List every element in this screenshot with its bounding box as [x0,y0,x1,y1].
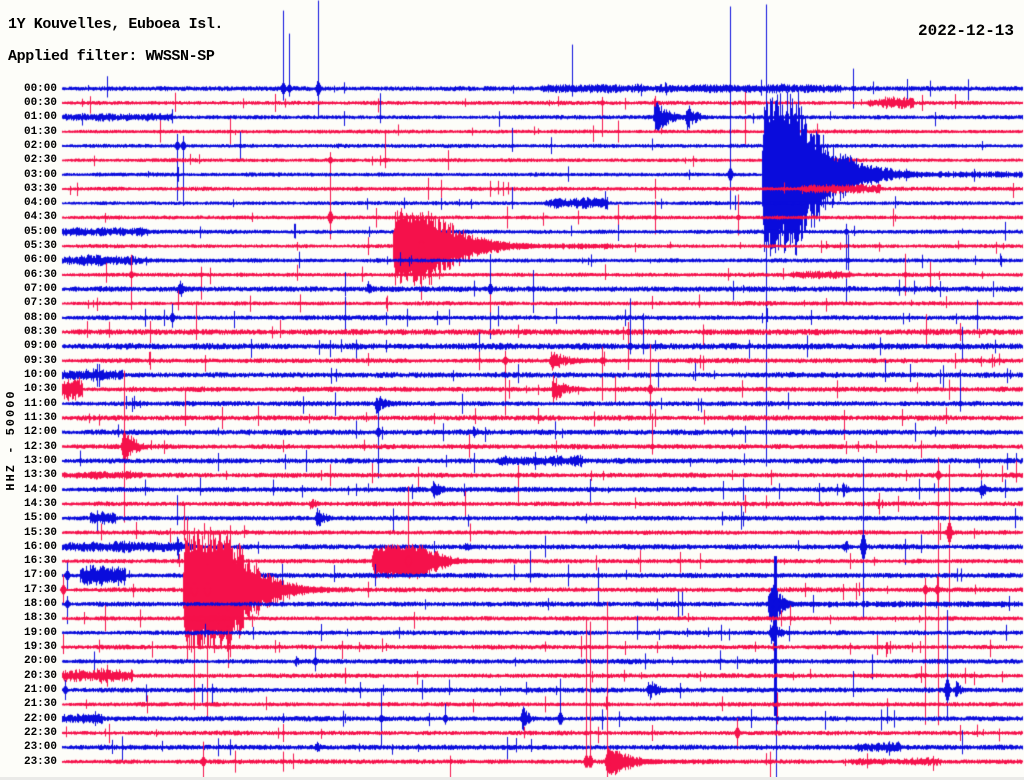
time-label: 02:00 [23,139,57,152]
time-label: 21:30 [23,698,57,711]
time-label: 01:00 [23,111,57,124]
time-label: 00:30 [23,96,57,109]
time-label: 02:30 [23,154,57,167]
time-label: 05:00 [23,225,57,238]
bottom-edge [0,777,1024,780]
time-label: 08:00 [23,311,57,324]
time-label: 14:00 [23,483,57,496]
time-label: 19:00 [23,626,57,639]
time-label: 07:30 [23,297,57,310]
time-label: 18:30 [23,612,57,625]
time-label: 13:00 [23,454,57,467]
time-label: 08:30 [23,326,57,339]
time-label: 12:00 [23,426,57,439]
time-label: 06:30 [23,268,57,281]
time-label: 04:30 [23,211,57,224]
time-label: 13:30 [23,469,57,482]
time-label: 16:00 [23,540,57,553]
time-label: 06:00 [23,254,57,267]
time-label: 22:30 [23,727,57,739]
time-label: 11:30 [23,411,57,424]
time-label: 19:30 [23,641,57,654]
date-label: 2022-12-13 [917,22,1014,40]
applied-filter-label: Applied filter: WWSSN-SP [8,48,215,65]
time-label: 04:00 [23,197,57,210]
time-label: 14:30 [23,497,57,510]
time-label: 07:00 [23,283,57,296]
time-label: 00:00 [23,82,57,95]
time-label: 09:30 [23,354,57,367]
time-label: 23:00 [23,741,57,754]
time-label: 20:00 [23,655,57,668]
time-label: 09:00 [23,340,57,353]
time-label: 15:00 [23,512,57,525]
time-label: 20:30 [23,669,57,682]
time-label: 15:30 [23,526,57,539]
time-label: 22:00 [23,712,57,725]
time-label: 01:30 [23,125,57,138]
time-label: 11:00 [23,397,57,410]
time-label: 21:00 [23,684,57,697]
time-label: 05:30 [23,240,57,253]
station-title: 1Y Kouvelles, Euboea Isl. [8,16,224,33]
time-label: 10:00 [23,369,57,381]
time-label: 23:30 [23,755,57,768]
time-label: 16:30 [23,555,57,568]
time-label: 17:00 [23,569,57,582]
time-label: 10:30 [23,383,57,396]
time-label: 12:30 [23,440,57,453]
time-label: 03:00 [23,168,57,181]
time-label: 17:30 [23,583,57,596]
time-label: 18:00 [23,598,57,611]
time-label: 03:30 [23,182,57,195]
